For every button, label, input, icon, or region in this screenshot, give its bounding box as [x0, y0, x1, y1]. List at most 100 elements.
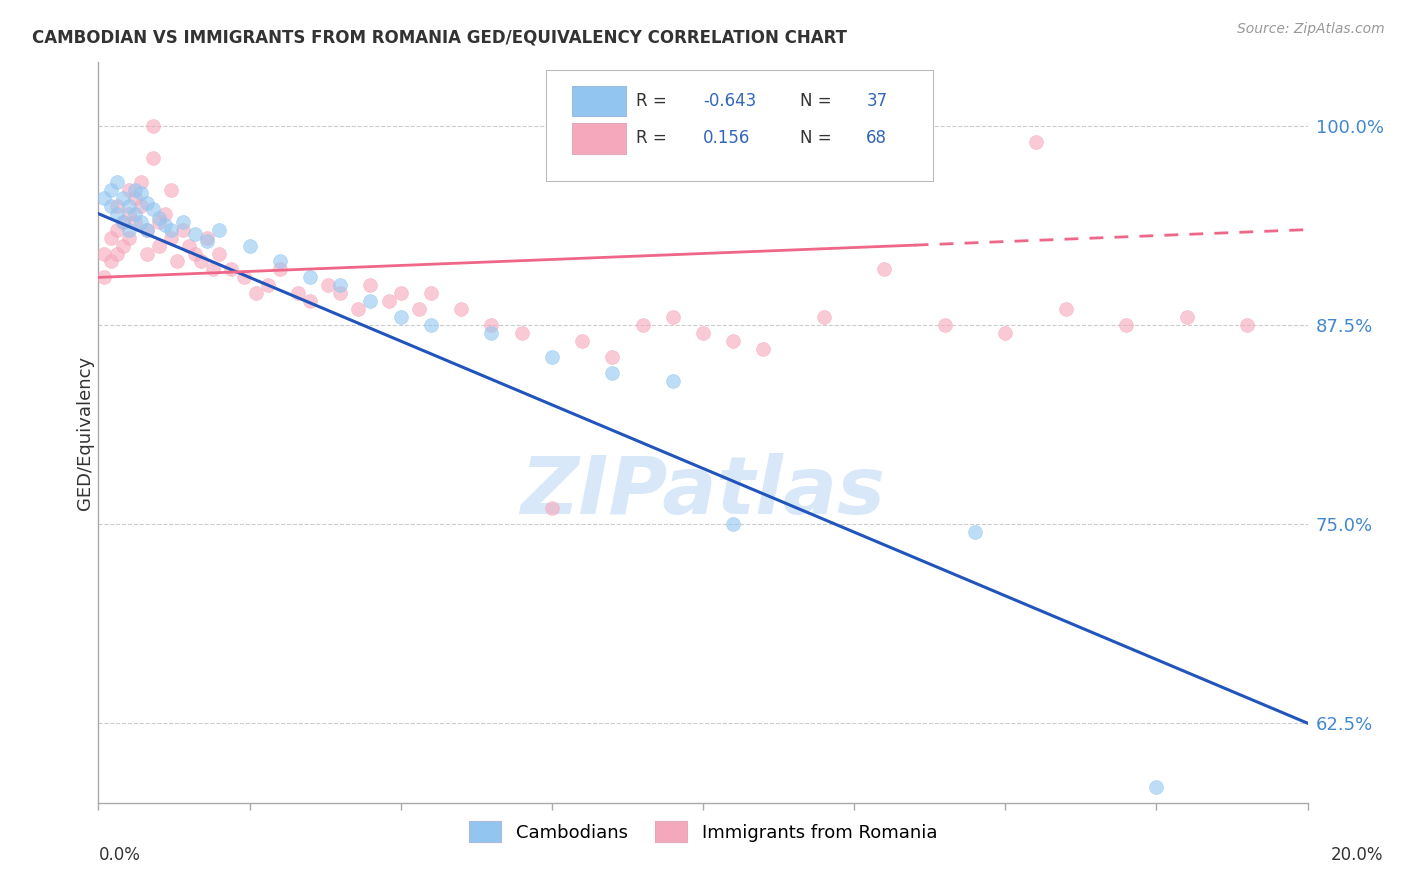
Point [148, 214, 170, 228]
Point [813, 310, 835, 325]
Text: 68: 68 [866, 129, 887, 147]
Point [184, 227, 207, 242]
Point [221, 262, 243, 277]
Point [1054, 302, 1077, 317]
Point [129, 199, 152, 213]
Point [873, 262, 896, 277]
Point [124, 214, 146, 228]
Text: Source: ZipAtlas.com: Source: ZipAtlas.com [1237, 22, 1385, 37]
Point [124, 183, 146, 197]
Point [347, 302, 370, 317]
Point [105, 222, 128, 236]
Point [129, 186, 152, 200]
FancyBboxPatch shape [572, 123, 626, 153]
Point [118, 207, 141, 221]
Text: 37: 37 [866, 92, 887, 110]
Point [172, 222, 194, 236]
Point [1115, 318, 1137, 333]
Point [129, 214, 152, 228]
Point [142, 119, 165, 133]
Point [692, 326, 714, 340]
Point [299, 294, 322, 309]
Point [111, 191, 134, 205]
Point [540, 350, 562, 364]
Point [100, 230, 122, 244]
Point [389, 310, 412, 325]
Point [232, 270, 254, 285]
Point [377, 294, 399, 309]
Text: CAMBODIAN VS IMMIGRANTS FROM ROMANIA GED/EQUIVALENCY CORRELATION CHART: CAMBODIAN VS IMMIGRANTS FROM ROMANIA GED… [32, 29, 846, 47]
Point [420, 286, 443, 301]
Point [105, 175, 128, 189]
Point [723, 517, 745, 532]
Point [510, 326, 533, 340]
Point [329, 278, 352, 293]
FancyBboxPatch shape [546, 70, 932, 181]
Point [752, 342, 775, 356]
Text: N =: N = [800, 129, 837, 147]
Point [389, 286, 412, 301]
Point [93, 191, 115, 205]
Point [111, 214, 134, 228]
Point [160, 183, 183, 197]
Point [111, 214, 134, 228]
Text: 0.0%: 0.0% [98, 846, 141, 863]
Point [135, 246, 157, 260]
Point [1144, 780, 1167, 794]
Point [124, 207, 146, 221]
Point [571, 334, 593, 348]
Point [481, 326, 503, 340]
Point [202, 262, 225, 277]
FancyBboxPatch shape [572, 87, 626, 117]
Point [166, 254, 188, 268]
Point [481, 318, 503, 333]
Text: ZIPatlas: ZIPatlas [520, 453, 886, 531]
Point [408, 302, 430, 317]
Point [100, 199, 122, 213]
Point [316, 278, 339, 293]
Point [287, 286, 309, 301]
Point [994, 326, 1017, 340]
Point [269, 254, 291, 268]
Point [208, 246, 231, 260]
Point [160, 222, 183, 236]
Point [124, 191, 146, 205]
Point [148, 211, 170, 226]
Point [661, 310, 683, 325]
Point [100, 183, 122, 197]
Point [111, 238, 134, 252]
Point [93, 246, 115, 260]
Text: R =: R = [637, 92, 672, 110]
Point [118, 222, 141, 236]
Point [245, 286, 267, 301]
Point [142, 202, 165, 216]
Point [420, 318, 443, 333]
Point [135, 222, 157, 236]
Text: -0.643: -0.643 [703, 92, 756, 110]
Point [160, 230, 183, 244]
Point [105, 207, 128, 221]
Point [142, 151, 165, 165]
Text: R =: R = [637, 129, 678, 147]
Point [661, 374, 683, 388]
Point [118, 183, 141, 197]
Point [631, 318, 654, 333]
Point [118, 199, 141, 213]
Point [100, 254, 122, 268]
Point [184, 246, 207, 260]
Point [195, 230, 218, 244]
Point [329, 286, 352, 301]
Point [172, 214, 194, 228]
Point [195, 234, 218, 248]
Point [602, 350, 624, 364]
Point [105, 199, 128, 213]
Point [153, 218, 176, 232]
Point [360, 278, 382, 293]
Point [153, 207, 176, 221]
Point [723, 334, 745, 348]
Point [148, 238, 170, 252]
Point [118, 230, 141, 244]
Point [239, 238, 262, 252]
Y-axis label: GED/Equivalency: GED/Equivalency [76, 356, 94, 509]
Point [602, 366, 624, 380]
